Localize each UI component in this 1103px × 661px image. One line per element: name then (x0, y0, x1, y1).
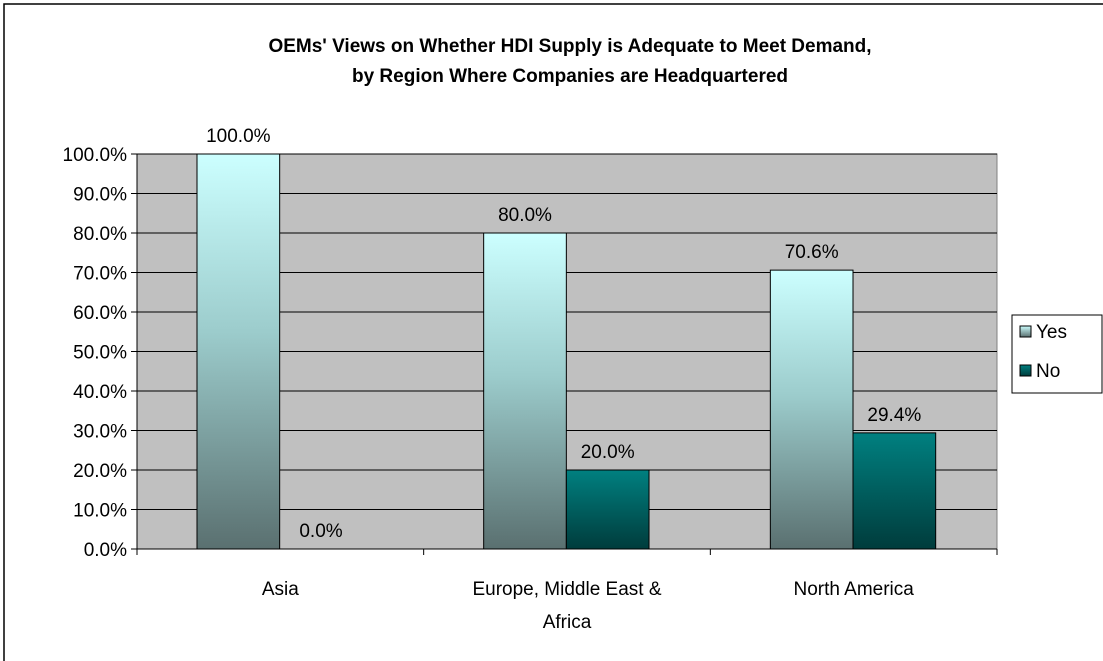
bar-yes (769, 269, 854, 550)
y-tick-label: 20.0% (73, 461, 127, 482)
y-tick-label: 60.0% (73, 303, 127, 324)
data-label: 70.6% (785, 242, 839, 263)
y-tick-label: 30.0% (73, 422, 127, 443)
category-label: Asia (262, 579, 299, 600)
chart-title: OEMs' Views on Whether HDI Supply is Ade… (268, 36, 871, 57)
bar-yes (483, 232, 567, 550)
category-label: North America (793, 579, 914, 600)
data-label: 100.0% (206, 126, 271, 147)
y-tick-label: 40.0% (73, 382, 127, 403)
x-axis: Asia Europe, Middle East & Africa North Ame… (136, 548, 998, 633)
legend-label-no: No (1036, 361, 1060, 382)
chart-subtitle: by Region Where Companies are Headquarte… (352, 66, 788, 87)
data-label: 20.0% (581, 442, 635, 463)
y-axis: 0.0% 10.0% 20.0% 30.0% 40.0% 50.0% 60.0% 70.0% 8… (63, 145, 138, 561)
y-tick-label: 90.0% (73, 185, 127, 206)
y-tick-label: 10.0% (73, 501, 127, 522)
legend-label-yes: Yes (1036, 322, 1067, 343)
bar-no (565, 469, 650, 550)
legend: Yes No (1011, 314, 1103, 394)
bar-labels: 100.0% 0.0% 80.0% 20.0% 70.6% 29.4% (206, 126, 921, 542)
y-tick-label: 80.0% (73, 224, 127, 245)
y-tick-label: 70.0% (73, 264, 127, 285)
bar-yes (196, 153, 281, 550)
category-label: Africa (543, 612, 592, 633)
y-tick-label: 100.0% (63, 145, 128, 166)
data-label: 0.0% (299, 521, 342, 542)
bar-no (852, 432, 937, 550)
data-label: 29.4% (867, 405, 921, 426)
y-tick-label: 50.0% (73, 343, 127, 364)
y-tick-label: 0.0% (84, 540, 127, 561)
category-label: Europe, Middle East & (472, 579, 661, 600)
legend-swatch-yes (1019, 325, 1032, 338)
data-label: 80.0% (498, 205, 552, 226)
bars (196, 153, 937, 550)
legend-swatch-no (1019, 364, 1032, 377)
